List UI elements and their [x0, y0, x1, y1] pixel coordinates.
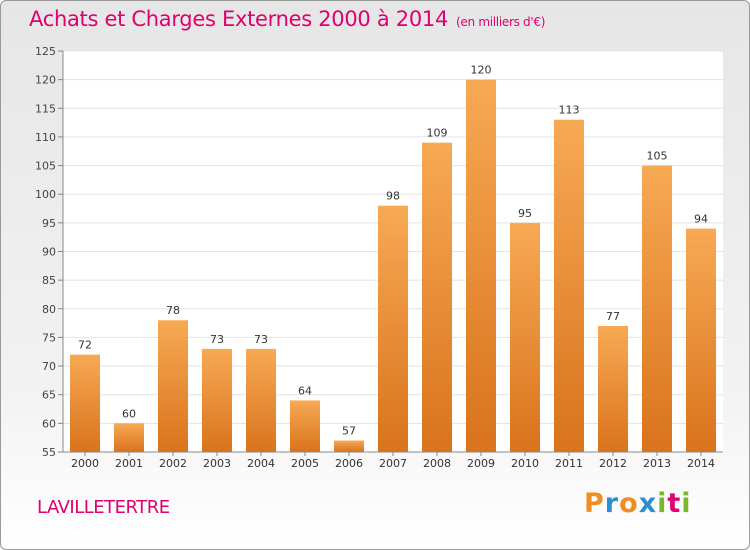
logo-letter: P: [584, 488, 605, 519]
bar-value-label: 64: [298, 384, 312, 397]
bar-value-label: 73: [254, 333, 268, 346]
chart-title: Achats et Charges Externes 2000 à 2014 (e…: [29, 7, 545, 31]
chart-subtitle: (en milliers d'€): [456, 15, 546, 29]
y-tick-label: 80: [42, 303, 56, 316]
y-tick-label: 125: [35, 45, 56, 58]
y-tick-label: 120: [35, 74, 56, 87]
logo-letter: o: [619, 488, 639, 519]
y-tick-label: 85: [42, 274, 56, 287]
bar-value-label: 120: [471, 64, 492, 77]
bar-value-label: 72: [78, 339, 92, 352]
x-tick-label: 2004: [247, 457, 275, 470]
y-tick-label: 90: [42, 246, 56, 259]
logo-letter: r: [604, 488, 620, 519]
y-tick-label: 60: [42, 417, 56, 430]
x-tick-label: 2006: [335, 457, 363, 470]
commune-name: LAVILLETERTRE: [37, 497, 170, 518]
y-tick-label: 95: [42, 217, 56, 230]
x-tick-label: 2000: [71, 457, 99, 470]
y-tick-label: 75: [42, 331, 56, 344]
y-tick-label: 55: [42, 446, 56, 459]
x-tick-label: 2008: [423, 457, 451, 470]
y-tick-label: 65: [42, 389, 56, 402]
y-tick-label: 70: [42, 360, 56, 373]
bar[interactable]: [290, 400, 320, 452]
x-tick-label: 2009: [467, 457, 495, 470]
bar[interactable]: [642, 165, 672, 453]
bar[interactable]: [422, 142, 452, 452]
x-tick-label: 2010: [511, 457, 539, 470]
bar-value-label: 98: [386, 190, 400, 203]
bar[interactable]: [334, 440, 364, 452]
bar[interactable]: [554, 119, 584, 452]
x-tick-label: 2005: [291, 457, 319, 470]
y-tick-label: 105: [35, 160, 56, 173]
logo-letter: i: [657, 488, 668, 519]
bar-value-label: 57: [342, 425, 356, 438]
chart-title-text: Achats et Charges Externes 2000 à 2014: [29, 7, 449, 31]
y-tick-label: 115: [35, 102, 56, 115]
bar[interactable]: [114, 423, 144, 452]
bar[interactable]: [158, 320, 188, 452]
bar[interactable]: [466, 79, 496, 453]
bar[interactable]: [598, 325, 628, 452]
bar-value-label: 95: [518, 207, 532, 220]
x-tick-label: 2011: [555, 457, 583, 470]
bar-value-label: 77: [606, 310, 620, 323]
bar-value-label: 105: [647, 150, 668, 163]
y-tick-label: 110: [35, 131, 56, 144]
x-tick-label: 2001: [115, 457, 143, 470]
bar-value-label: 60: [122, 407, 136, 420]
bar[interactable]: [246, 348, 276, 452]
bar-value-label: 94: [694, 213, 708, 226]
bar-value-label: 78: [166, 304, 180, 317]
bar[interactable]: [378, 205, 408, 452]
bar[interactable]: [70, 354, 100, 452]
y-tick-label: 100: [35, 188, 56, 201]
x-tick-label: 2013: [643, 457, 671, 470]
x-tick-label: 2007: [379, 457, 407, 470]
bar[interactable]: [510, 222, 540, 452]
proxiti-logo[interactable]: Proxiti: [584, 488, 692, 519]
x-tick-label: 2012: [599, 457, 627, 470]
bar-value-label: 73: [210, 333, 224, 346]
bar[interactable]: [686, 228, 716, 452]
labels: 72 2000 60 2001 78 2002 73 2003 73 2004 64 2005 57 20…: [71, 64, 715, 470]
bar-value-label: 109: [427, 127, 448, 140]
bars: [70, 79, 716, 453]
bar[interactable]: [202, 348, 232, 452]
logo-letter: i: [681, 488, 692, 519]
bar-value-label: 113: [559, 104, 580, 117]
x-tick-label: 2014: [687, 457, 715, 470]
logo-letter: x: [638, 488, 658, 519]
x-tick-label: 2002: [159, 457, 187, 470]
logo-letter: t: [667, 488, 682, 519]
x-tick-label: 2003: [203, 457, 231, 470]
